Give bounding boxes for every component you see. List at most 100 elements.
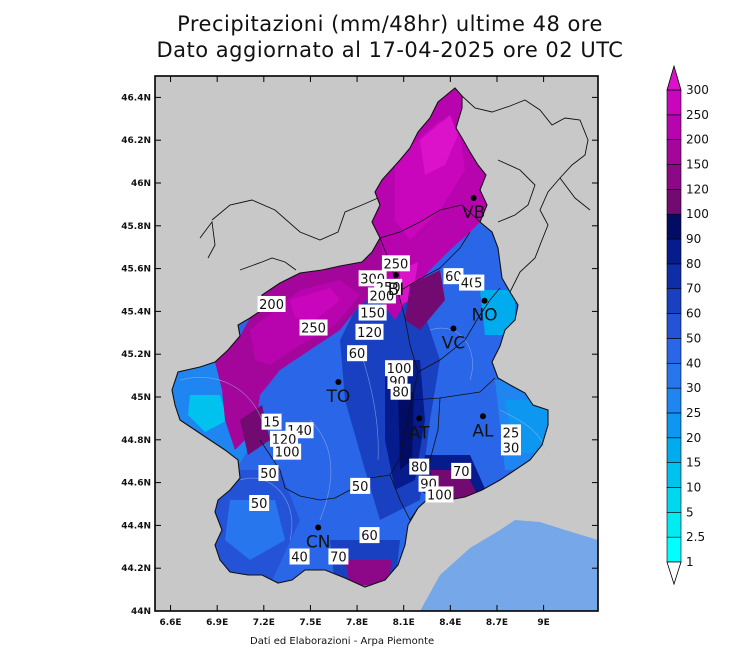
colorbar-max-arrow xyxy=(666,64,682,91)
colorbar-swatch xyxy=(666,387,682,414)
colorbar-label: 15 xyxy=(686,456,701,470)
contour-label: 120 xyxy=(355,323,384,341)
colorbar-swatch xyxy=(666,512,682,538)
colorbar-swatch xyxy=(666,89,682,116)
map-frame xyxy=(154,75,599,612)
colorbar-label: 70 xyxy=(686,282,701,296)
svg-text:5: 5 xyxy=(474,277,482,292)
colorbar-swatch xyxy=(666,437,682,463)
colorbar-label: 60 xyxy=(686,307,701,321)
contour-label: 5 xyxy=(472,274,485,292)
lon-tick-label: 6.6E xyxy=(159,618,181,628)
colorbar-swatch xyxy=(666,288,682,314)
lat-tick-label: 44N xyxy=(131,607,151,617)
contour-label: 200 xyxy=(367,287,396,304)
province-capital-dot xyxy=(315,524,322,531)
province-label: CN xyxy=(306,533,331,553)
colorbar-swatch xyxy=(666,536,682,563)
province-capital-dot xyxy=(479,413,486,420)
colorbar-swatch xyxy=(666,114,682,140)
province-capital-dot xyxy=(450,325,457,332)
province-label: BI xyxy=(388,280,405,300)
contour-label: 100 xyxy=(273,443,302,461)
map-title: Precipitazioni (mm/48hr) ultime 48 ore xyxy=(177,12,603,36)
map-axes: 6.6E 6.9E 7.2E 7.5E 7.8E 8.1E 8.4E 8.7E 9E 46.4N 4… xyxy=(121,76,598,628)
contour-label: 250 xyxy=(299,319,328,337)
province-capital-dot xyxy=(470,194,477,201)
contour-label: 60 xyxy=(347,345,368,362)
colorbar-label: 25 xyxy=(686,406,701,420)
colorbar-label: 100 xyxy=(686,207,709,221)
province-label: VC xyxy=(442,334,466,354)
lat-tick-label: 45.4N xyxy=(121,307,151,317)
colorbar-swatch xyxy=(666,362,682,389)
svg-text:150: 150 xyxy=(360,307,385,322)
lat-tick-label: 45.2N xyxy=(121,350,151,360)
colorbar: 1 2.5 5 10 15 20 25 30 40 50 60 70 80 90 100 120 150 200 2… xyxy=(666,64,709,586)
colorbar-label: 80 xyxy=(686,257,701,271)
lon-tick-label: 7.5E xyxy=(299,618,321,628)
lat-tick-label: 46.2N xyxy=(121,136,151,146)
svg-text:250: 250 xyxy=(384,257,409,272)
lat-tick-label: 45N xyxy=(131,393,151,403)
colorbar-label: 250 xyxy=(686,108,709,122)
contour-label: 25 xyxy=(500,424,521,441)
lon-tick-label: 9E xyxy=(537,618,549,628)
contour-label: 100 xyxy=(425,486,454,503)
neighbour-borders xyxy=(199,95,591,293)
colorbar-label: 50 xyxy=(686,331,701,345)
svg-text:60: 60 xyxy=(445,270,462,285)
contour-label: 50 xyxy=(258,465,279,482)
colorbar-swatch xyxy=(666,338,682,364)
svg-text:100: 100 xyxy=(427,488,452,503)
lat-tick-label: 45.6N xyxy=(121,265,151,275)
colorbar-label: 10 xyxy=(686,480,701,494)
contour-label: 60 xyxy=(359,527,380,544)
map-subtitle: Dato aggiornato al 17-04-2025 ore 02 UTC xyxy=(156,38,624,62)
contour-label: 30 xyxy=(500,439,521,456)
lat-tick-label: 44.6N xyxy=(121,479,151,489)
lat-tick-label: 46N xyxy=(131,179,151,189)
lon-tick-label: 6.9E xyxy=(206,618,228,628)
province-label: AT xyxy=(409,423,430,443)
svg-text:70: 70 xyxy=(453,465,470,480)
colorbar-label: 40 xyxy=(686,356,701,370)
svg-text:200: 200 xyxy=(259,298,284,313)
colorbar-swatch xyxy=(666,139,682,165)
colorbar-swatch xyxy=(666,213,682,240)
province-label: NO xyxy=(471,306,497,326)
svg-text:80: 80 xyxy=(411,461,428,476)
svg-text:50: 50 xyxy=(352,480,369,495)
colorbar-swatch xyxy=(666,263,682,290)
lat-tick-label: 44.4N xyxy=(121,521,151,531)
colorbar-swatch xyxy=(666,487,682,513)
contour-label: 50 xyxy=(350,477,371,495)
colorbar-label: 20 xyxy=(686,431,701,445)
province-label: AL xyxy=(472,421,494,441)
contour-label: 150 xyxy=(358,304,387,322)
svg-text:25: 25 xyxy=(503,426,520,441)
svg-text:200: 200 xyxy=(370,289,395,304)
lon-tick-label: 7.2E xyxy=(253,618,275,628)
colorbar-swatch xyxy=(666,313,682,339)
colorbar-label: 1 xyxy=(686,555,694,569)
colorbar-label: 200 xyxy=(686,133,709,147)
province-capital-dot xyxy=(335,379,342,386)
contour-label: 250 xyxy=(381,255,410,272)
svg-text:50: 50 xyxy=(260,467,277,482)
lon-tick-label: 8.4E xyxy=(439,618,461,628)
colorbar-label: 2.5 xyxy=(686,530,705,544)
sea xyxy=(420,520,598,611)
lat-tick-label: 45.8N xyxy=(121,222,151,232)
colorbar-label: 5 xyxy=(686,505,694,519)
svg-text:30: 30 xyxy=(503,441,520,456)
contour-labels: 2503002502001501202002506010090806040515… xyxy=(249,255,521,566)
credit-text: Dati ed Elaborazioni - Arpa Piemonte xyxy=(250,636,435,647)
contour-label: 70 xyxy=(451,462,472,480)
colorbar-swatch xyxy=(666,189,682,215)
svg-text:40: 40 xyxy=(291,551,308,566)
lon-tick-label: 7.8E xyxy=(346,618,368,628)
colorbar-min-arrow xyxy=(666,561,682,586)
colorbar-swatch xyxy=(666,462,682,488)
